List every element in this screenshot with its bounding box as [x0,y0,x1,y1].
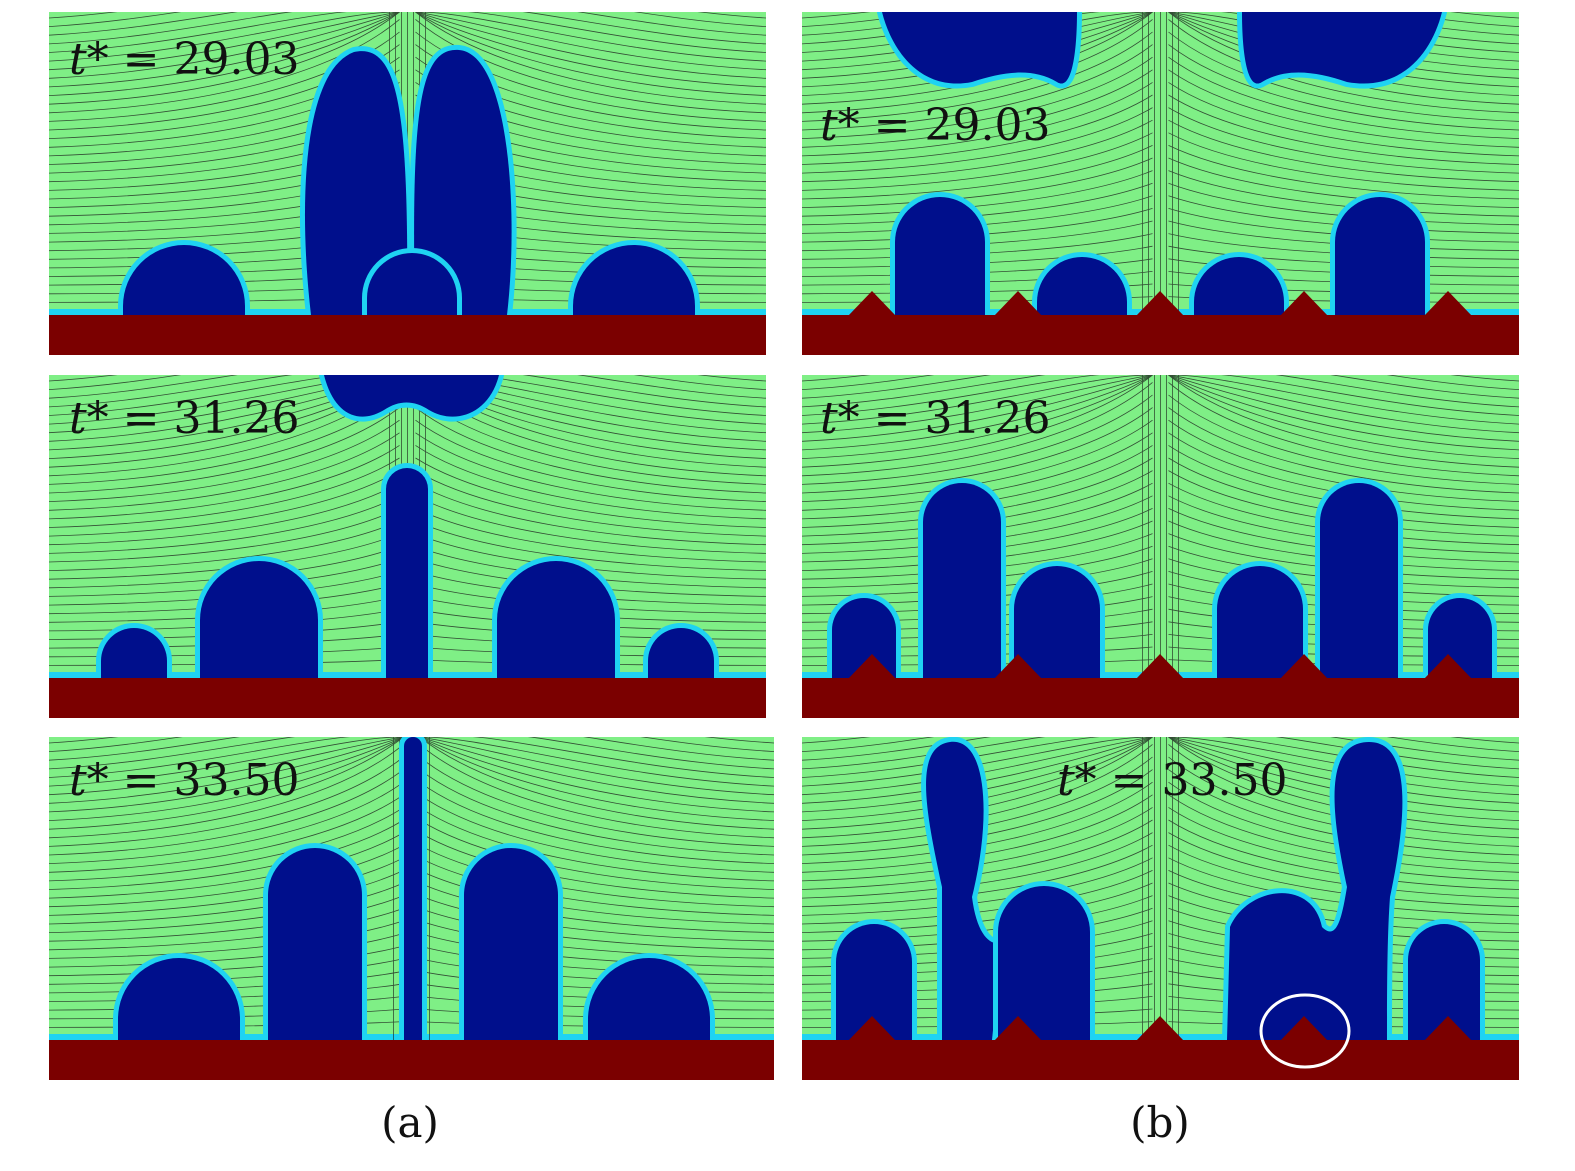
wall-bump [994,654,1042,679]
bubble [200,561,318,678]
wall [802,315,1519,355]
panel-a-2: t* = 31.26 [49,375,766,718]
time-label: t* = 29.03 [69,34,300,85]
bubble [1408,924,1480,1040]
bubble [268,848,362,1040]
bubble [1227,742,1403,1040]
time-label: t* = 33.50 [1057,755,1288,806]
bubble [926,741,1002,1040]
wall-bump [1136,1016,1184,1041]
panel-b-1: t* = 29.03 [802,12,1519,355]
wall [49,678,766,718]
bubble [895,197,985,315]
wall-bump [848,1016,896,1041]
simulation-field [802,12,1519,355]
panel-a-3: t* = 33.50 [49,737,774,1080]
simulation-field [802,375,1519,718]
time-label: t* = 31.26 [69,393,300,444]
panel-b-2: t* = 31.26 [802,375,1519,718]
highlight-circle [1259,993,1351,1069]
wall [802,1040,1519,1080]
bubble [882,12,1077,84]
time-label: t* = 31.26 [820,393,1051,444]
simulation-field [802,737,1519,1080]
bubble [1242,12,1442,84]
wall-bump [1424,1016,1472,1041]
wall-bump [1280,291,1328,316]
wall-bump [1424,291,1472,316]
wall-bump [1280,1016,1328,1041]
bubble [1217,566,1303,678]
bubble [1428,598,1492,678]
bubble [464,848,558,1040]
wall-bump [994,291,1042,316]
bubble [386,468,428,678]
bubble [1194,257,1284,315]
wall-bump [848,291,896,316]
bubble [648,628,714,678]
wall-bump [1424,654,1472,679]
bubble [1014,566,1100,678]
bubble [497,561,615,678]
wall-bump [994,1016,1042,1041]
caption-a: (a) [381,1098,439,1147]
time-label: t* = 33.50 [69,755,300,806]
bubble [101,628,167,678]
panel-a-1: t* = 29.03 [49,12,766,355]
wall [49,315,766,355]
time-label: t* = 29.03 [820,100,1051,151]
bubble [118,958,240,1040]
bubble [404,737,422,1040]
caption-b: (b) [1130,1098,1190,1147]
simulation-field [49,12,766,355]
bubble [324,375,499,417]
bubble [367,253,457,315]
wall-bump [1136,291,1184,316]
bubble [832,598,896,678]
bubble [414,49,512,315]
wall [802,678,1519,718]
wall-bump [1280,654,1328,679]
simulation-field [49,737,774,1080]
bubble [1335,197,1425,315]
wall-bump [848,654,896,679]
bubble [998,886,1090,1040]
bubble [588,958,710,1040]
panel-b-3: t* = 33.50 [802,737,1519,1080]
bubble [573,245,695,315]
bubble [836,924,912,1040]
bubble [123,245,245,315]
wall-bump [1136,654,1184,679]
wall [49,1040,774,1080]
bubble [304,51,408,316]
bubble [1320,483,1398,678]
bubble [1037,257,1127,315]
bubble [923,483,1001,678]
simulation-field [49,375,766,718]
